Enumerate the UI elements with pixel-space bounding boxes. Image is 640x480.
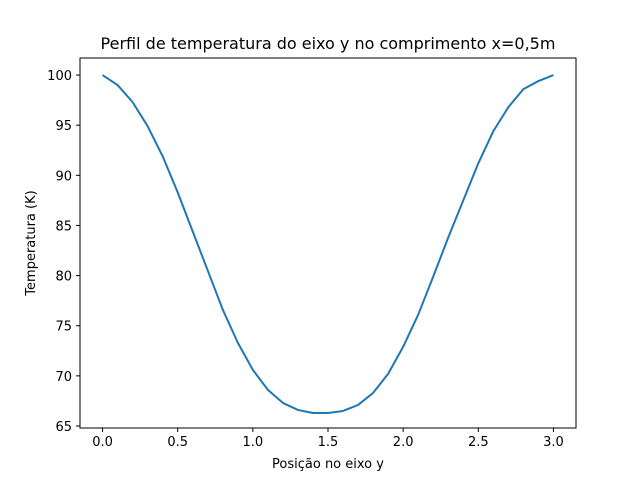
x-tick-label: 3.0 [543,435,564,450]
y-tick-label: 70 [55,370,72,385]
x-tick-label: 1.0 [243,435,264,450]
y-axis: 65 70 75 80 85 90 95 100 [47,69,80,435]
y-tick-label: 65 [55,420,72,435]
y-tick-label: 95 [55,119,72,134]
y-tick-label: 90 [55,169,72,184]
y-tick-label: 100 [47,69,72,84]
chart-title: Perfil de temperatura do eixo y no compr… [101,34,556,53]
y-tick-label: 80 [55,270,72,285]
x-tick-label: 2.0 [393,435,414,450]
y-tick-label: 75 [55,320,72,335]
series-line-0 [101,74,554,414]
y-tick-label: 85 [55,219,72,234]
x-tick-label: 1.5 [318,435,339,450]
y-axis-label: Temperatura (K) [24,190,39,296]
x-axis: 0.0 0.5 1.0 1.5 2.0 2.5 3.0 [92,428,564,450]
x-axis-label: Posição no eixo y [272,457,384,472]
x-tick-label: 0.0 [92,435,113,450]
x-tick-label: 2.5 [468,435,489,450]
x-tick-label: 0.5 [167,435,188,450]
